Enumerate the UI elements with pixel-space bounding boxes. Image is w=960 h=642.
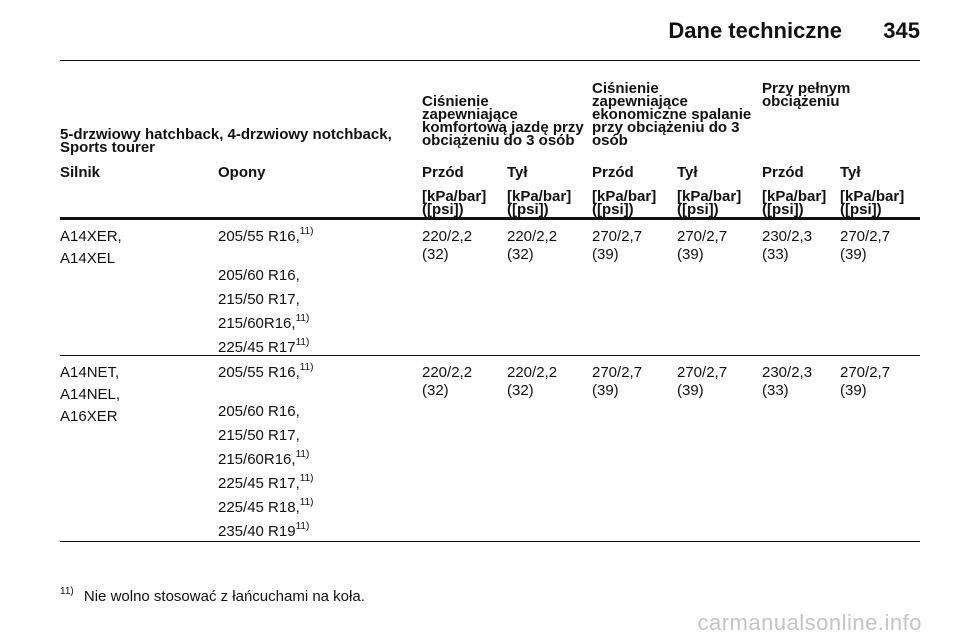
pressure-value: 230/2,3 (33) xyxy=(762,228,813,263)
pressure-value: 270/2,7 (39) xyxy=(677,228,728,263)
engine-code: A14XER, xyxy=(60,228,122,245)
pressure-value: 270/2,7 (39) xyxy=(592,364,643,399)
header-divider xyxy=(60,60,920,61)
row-divider xyxy=(60,355,920,356)
engine-code: A16XER xyxy=(60,408,118,425)
footnote-ref: 11) xyxy=(295,337,310,348)
pressure-value: 270/2,7 (39) xyxy=(677,364,728,399)
col-header-eco-rear: Tył xyxy=(677,164,698,181)
tyre-size: 215/60R16,11) xyxy=(218,313,310,333)
unit-label: [kPa/bar] ([psi]) xyxy=(677,188,742,218)
table-bottom-rule xyxy=(60,541,920,542)
col-header-comfort-front: Przód xyxy=(422,164,464,181)
group-header-full: Przy pełnym obciążeniu xyxy=(762,80,851,110)
pressure-value: 220/2,2 (32) xyxy=(507,228,558,263)
tyre-size: 215/50 R17, xyxy=(218,427,300,444)
pressure-value: 220/2,2 (32) xyxy=(507,364,558,399)
tyre-size: 215/50 R17, xyxy=(218,291,300,308)
footnote-ref: 11) xyxy=(299,362,314,373)
footnote-ref: 11) xyxy=(299,226,314,237)
col-header-tyres: Opony xyxy=(218,164,266,181)
group-header-comfort: Ciśnienie zapewniające komfortową jazdę … xyxy=(422,93,584,149)
tyre-size: 205/55 R16,11) xyxy=(218,226,314,246)
pressure-value: 220/2,2 (32) xyxy=(422,228,473,263)
col-header-full-front: Przód xyxy=(762,164,804,181)
pressure-value: 270/2,7 (39) xyxy=(840,228,891,263)
unit-label: [kPa/bar] ([psi]) xyxy=(507,188,572,218)
tyre-size: 235/40 R1911) xyxy=(218,521,310,541)
footnote-ref: 11) xyxy=(299,497,314,508)
tyre-size: 205/60 R16, xyxy=(218,403,300,420)
footnote-ref: 11) xyxy=(295,313,310,324)
tyre-size: 215/60R16,11) xyxy=(218,449,310,469)
tyre-size: 225/45 R17,11) xyxy=(218,473,314,493)
unit-label: [kPa/bar] ([psi]) xyxy=(592,188,657,218)
engine-code: A14XEL xyxy=(60,250,116,267)
pressure-value: 270/2,7 (39) xyxy=(840,364,891,399)
tyre-size: 205/60 R16, xyxy=(218,267,300,284)
unit-label: [kPa/bar] ([psi]) xyxy=(840,188,905,218)
tyre-size: 225/45 R1711) xyxy=(218,337,310,357)
watermark: carmanualsonline.info xyxy=(697,610,922,635)
tyre-size: 205/55 R16,11) xyxy=(218,362,314,382)
footnote-mark: 11) xyxy=(60,586,74,597)
col-header-eco-front: Przód xyxy=(592,164,634,181)
footnote-text: Nie wolno stosować z łańcuchami na koła. xyxy=(83,588,365,605)
table-header-divider xyxy=(60,217,920,220)
page-header: Dane techniczne 345 xyxy=(60,18,920,52)
group-header-eco: Ciśnienie zapewniające ekonomiczne spala… xyxy=(592,80,752,149)
engine-code: A14NET, xyxy=(60,364,120,381)
footnote-ref: 11) xyxy=(295,449,310,460)
pressure-value: 220/2,2 (32) xyxy=(422,364,473,399)
footnote-ref: 11) xyxy=(299,473,314,484)
pressure-value: 230/2,3 (33) xyxy=(762,364,813,399)
page-number: 345 xyxy=(883,18,920,43)
page-title: Dane techniczne xyxy=(668,18,842,43)
col-header-engine: Silnik xyxy=(60,164,101,181)
tyre-size: 225/45 R18,11) xyxy=(218,497,314,517)
col-header-comfort-rear: Tył xyxy=(507,164,528,181)
footnote-ref: 11) xyxy=(295,521,310,532)
col-header-full-rear: Tył xyxy=(840,164,861,181)
unit-label: [kPa/bar] ([psi]) xyxy=(762,188,827,218)
pressure-value: 270/2,7 (39) xyxy=(592,228,643,263)
unit-label: [kPa/bar] ([psi]) xyxy=(422,188,487,218)
group-header-model: 5-drzwiowy hatchback, 4-drzwiowy notchba… xyxy=(60,126,392,156)
engine-code: A14NEL, xyxy=(60,386,121,403)
footnote: 11) Nie wolno stosować z łańcuchami na k… xyxy=(60,586,365,606)
